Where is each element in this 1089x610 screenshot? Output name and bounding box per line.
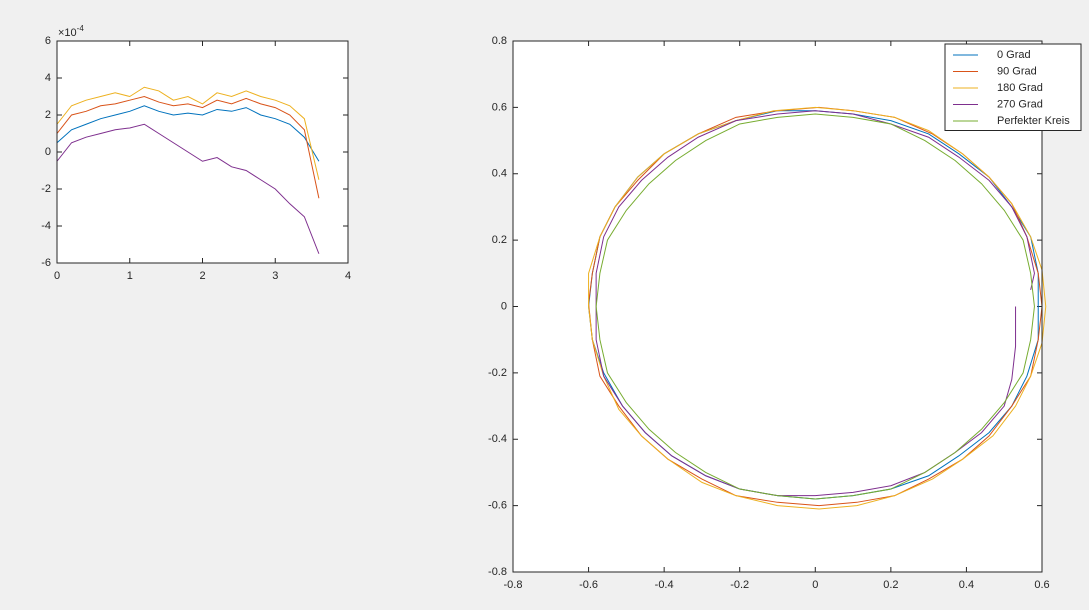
y-tick-label: 0.6 [492,101,507,113]
x-tick-label: 4 [345,270,351,282]
x-tick-label: 3 [272,270,278,282]
axes-box [56,40,349,264]
x-tick-label: 0.2 [883,579,898,591]
data-line [595,113,1035,500]
y-tick-label: -6 [41,257,51,269]
y-tick-label: -2 [41,183,51,195]
x-tick-label: -0.6 [579,579,598,591]
y-tick-label: 0 [45,146,51,158]
legend-label: 270 Grad [997,98,1043,110]
y-exponent-base: ×10 [58,27,77,39]
y-exponent-power: -4 [77,24,85,33]
data-line [56,95,320,199]
legend-box [944,43,1082,131]
x-tick-label: 0.6 [1034,579,1049,591]
y-tick-label: -0.8 [488,566,507,578]
y-exponent: ×10-4 [58,24,84,39]
data-line [588,106,1047,510]
y-tick-label: 4 [45,72,51,84]
legend-label: 0 Grad [997,49,1031,61]
x-tick-label: -0.8 [504,579,523,591]
x-tick-label: 0 [812,579,818,591]
y-tick-label: 0.2 [492,234,507,246]
axes-background [57,41,348,263]
y-tick-label: 0.4 [492,168,507,180]
legend-label: Perfekter Kreis [997,115,1070,127]
x-tick-label: -0.4 [655,579,674,591]
data-line [56,105,320,162]
y-tick-label: -0.4 [488,433,507,445]
y-tick-label: -0.2 [488,367,507,379]
y-tick-label: 2 [45,109,51,121]
y-tick-label: 0 [501,300,507,312]
y-tick-label: 0.8 [492,35,507,47]
legend-label: 90 Grad [997,65,1037,77]
x-tick-label: 1 [127,270,133,282]
x-tick-label: 0.4 [959,579,974,591]
legend-label: 180 Grad [997,82,1043,94]
axes-box [512,40,1043,573]
data-line [56,123,320,254]
x-tick-label: 0 [54,270,60,282]
x-tick-label: 2 [199,270,205,282]
y-tick-label: -0.6 [488,500,507,512]
x-tick-label: -0.2 [730,579,749,591]
y-tick-label: -4 [41,220,51,232]
y-tick-label: 6 [45,35,51,47]
data-line [56,86,320,180]
